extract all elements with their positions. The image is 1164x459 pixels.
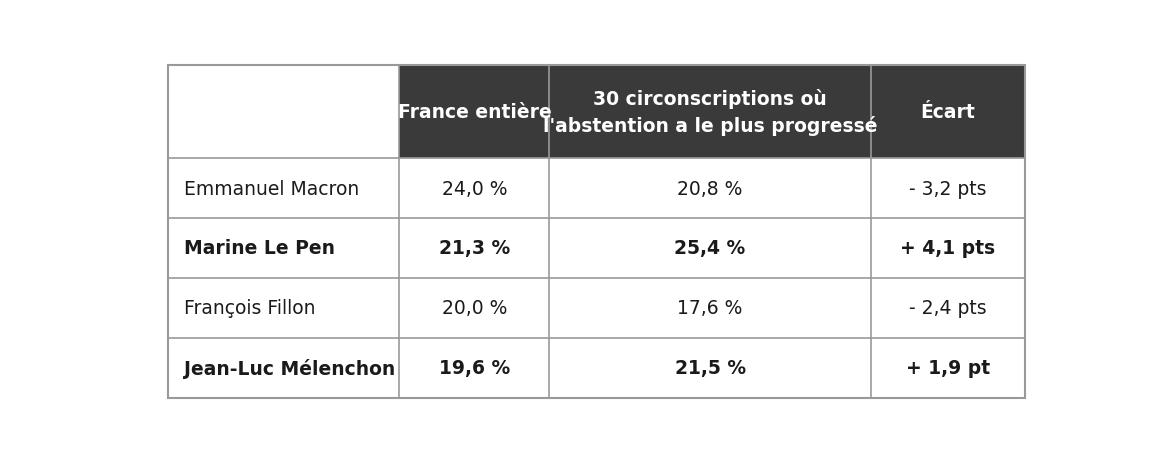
Text: 19,6 %: 19,6 % (439, 358, 510, 377)
Bar (168, 278, 399, 338)
Bar (871, 66, 1025, 159)
Bar (549, 218, 871, 278)
Text: - 2,4 pts: - 2,4 pts (909, 299, 987, 318)
Text: Emmanuel Macron: Emmanuel Macron (184, 179, 360, 198)
Text: 24,0 %: 24,0 % (441, 179, 508, 198)
Bar (549, 338, 871, 398)
Text: Écart: Écart (921, 103, 975, 122)
Text: + 1,9 pt: + 1,9 pt (906, 358, 989, 377)
Text: 30 circonscriptions où
l'abstention a le plus progressé: 30 circonscriptions où l'abstention a le… (542, 89, 878, 136)
Bar (168, 218, 399, 278)
Bar (549, 278, 871, 338)
Text: - 3,2 pts: - 3,2 pts (909, 179, 987, 198)
Bar (168, 159, 399, 218)
Bar (399, 66, 549, 159)
Bar (168, 338, 399, 398)
Text: 20,0 %: 20,0 % (442, 299, 508, 318)
Text: 21,5 %: 21,5 % (675, 358, 746, 377)
Text: France entière: France entière (398, 103, 552, 122)
Bar (399, 278, 549, 338)
Text: 21,3 %: 21,3 % (439, 239, 510, 258)
Bar (399, 159, 549, 218)
Bar (549, 66, 871, 159)
Bar (871, 338, 1025, 398)
Bar (549, 159, 871, 218)
Bar (871, 278, 1025, 338)
Text: 25,4 %: 25,4 % (674, 239, 746, 258)
Text: + 4,1 pts: + 4,1 pts (901, 239, 995, 258)
Bar (399, 338, 549, 398)
Bar (399, 218, 549, 278)
Text: 20,8 %: 20,8 % (677, 179, 743, 198)
Bar (871, 218, 1025, 278)
Text: François Fillon: François Fillon (184, 299, 315, 318)
Bar (871, 159, 1025, 218)
Text: 17,6 %: 17,6 % (677, 299, 743, 318)
Text: Jean-Luc Mélenchon: Jean-Luc Mélenchon (184, 358, 396, 378)
Text: Marine Le Pen: Marine Le Pen (184, 239, 335, 258)
